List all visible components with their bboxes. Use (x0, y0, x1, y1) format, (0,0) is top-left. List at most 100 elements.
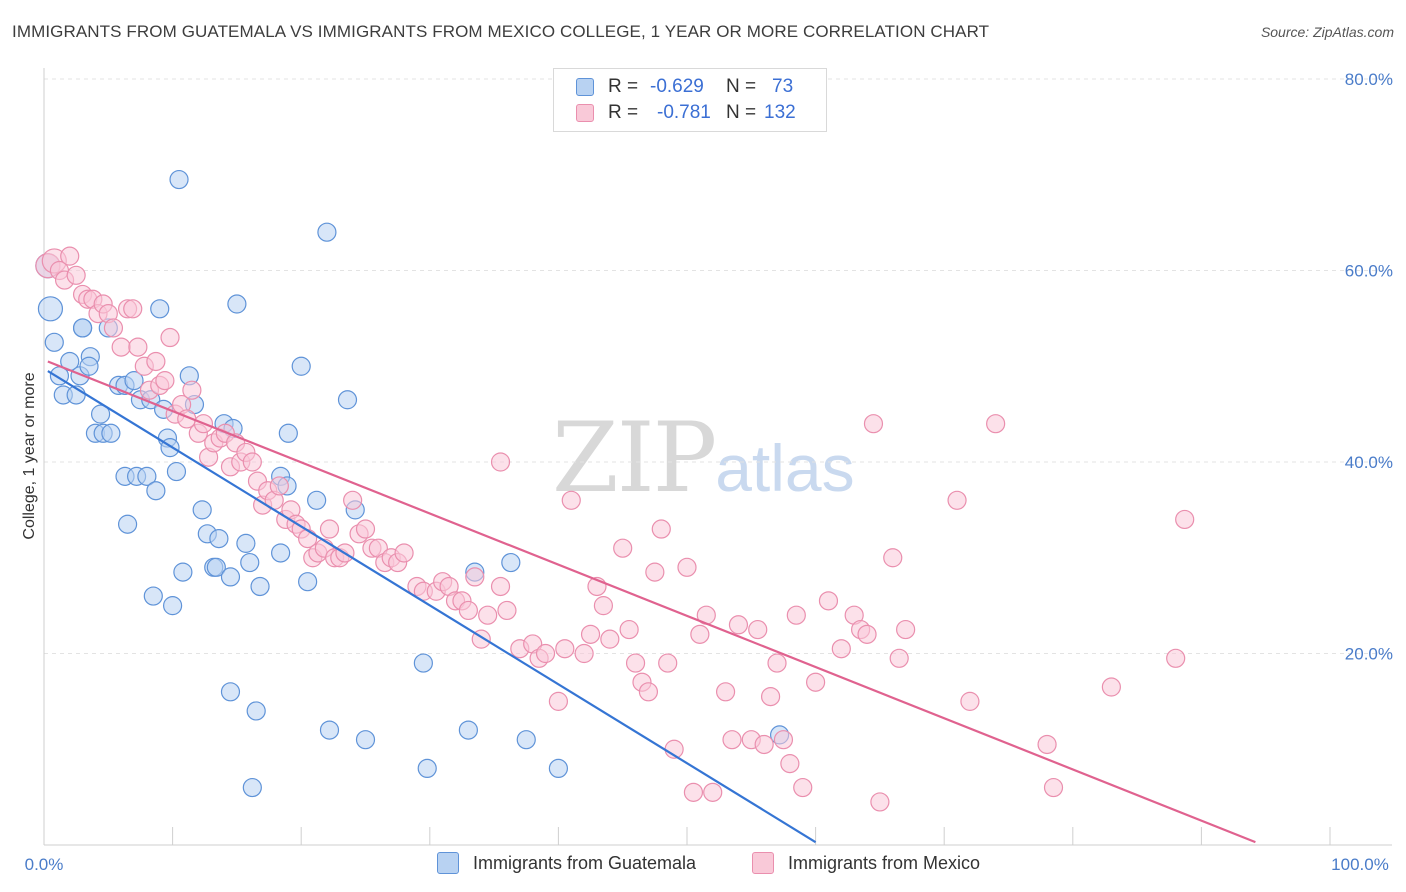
guatemala-point (166, 461, 187, 482)
mexico-point (947, 490, 967, 510)
guatemala-point (355, 730, 376, 750)
guatemala-point (317, 222, 337, 242)
mexico-point (574, 643, 594, 664)
mexico-point (715, 682, 736, 702)
mexico-point (818, 591, 839, 611)
guatemala-point (72, 318, 93, 338)
mexico-point (123, 299, 143, 319)
mexico-point (555, 639, 575, 659)
trend-lines (47, 360, 1256, 844)
mexico-point (1043, 777, 1064, 798)
mexico-point (146, 351, 166, 372)
guatemala-point (271, 543, 291, 563)
mexico-point (863, 414, 884, 434)
mexico-swatch (752, 852, 774, 874)
mexico-point (767, 653, 787, 673)
mexico-point (960, 691, 980, 711)
guatemala-point (209, 528, 229, 549)
y-tick-label: 40.0% (1345, 453, 1393, 472)
guatemala-point (548, 758, 569, 779)
legend-row-mexico: R = -0.781 N = 132 (576, 100, 796, 126)
guatemala-point (137, 466, 157, 486)
mexico-point (490, 576, 511, 597)
watermark-zip: ZIP (552, 402, 717, 514)
guatemala-point (90, 404, 111, 424)
guatemala-point (79, 356, 99, 376)
mexico-point (535, 643, 556, 664)
mexico-point (478, 605, 498, 625)
mexico-point (896, 619, 916, 640)
mexico-point (242, 452, 262, 472)
mexico-swatch (576, 104, 594, 122)
mexico-point (343, 490, 363, 510)
guatemala-point (173, 562, 193, 582)
trend-line-guatemala (47, 370, 817, 844)
mexico-point (754, 734, 774, 755)
mexico-point (683, 782, 704, 802)
mexico-point (60, 246, 80, 266)
source-credit: Source: ZipAtlas.com (1260, 24, 1394, 40)
mexico-point (600, 629, 620, 649)
mexico-point (889, 648, 909, 668)
mexico-point (651, 519, 671, 539)
mexico-point (613, 538, 633, 558)
guatemala-point (150, 299, 170, 319)
mexico-point (111, 337, 131, 357)
mexico-point (722, 730, 742, 750)
guatemala-point (501, 552, 521, 573)
axes (43, 68, 1392, 846)
mexico-point (497, 600, 517, 621)
x-tick-label-min: 0.0% (25, 855, 64, 874)
legend-item-guatemala: Immigrants from Guatemala (437, 852, 696, 874)
mexico-point (677, 557, 697, 577)
mexico-point (319, 519, 340, 539)
chart-title: IMMIGRANTS FROM GUATEMALA VS IMMIGRANTS … (12, 22, 990, 41)
mexico-point (1101, 677, 1121, 697)
watermark: ZIPatlas (552, 402, 855, 514)
guatemala-point (250, 576, 270, 597)
guatemala-point (37, 296, 64, 322)
mexico-point (1175, 509, 1195, 530)
mexico-point (645, 562, 665, 582)
trend-line-mexico (47, 360, 1256, 844)
mexico-point (786, 605, 806, 625)
guatemala-point (117, 514, 138, 534)
guatemala-point (242, 777, 262, 798)
guatemala-point (417, 758, 437, 779)
mexico-point (703, 782, 723, 802)
x-tick-label-max: 100.0% (1331, 855, 1389, 874)
mexico-point (182, 380, 202, 400)
legend-label: Immigrants from Guatemala (473, 852, 697, 873)
guatemala-point (246, 701, 266, 721)
r-value: -0.781 (657, 102, 711, 123)
n-value: 132 (764, 102, 796, 123)
legend-item-mexico: Immigrants from Mexico (752, 852, 980, 874)
guatemala-point (516, 730, 536, 750)
guatemala-point (146, 481, 166, 501)
mexico-point (103, 318, 124, 338)
correlation-legend: R = -0.629 N = 73 R = -0.781 N = 132 (553, 68, 827, 132)
series-mexico-points (35, 246, 1195, 812)
mexico-point (748, 619, 768, 640)
mexico-point (780, 754, 800, 774)
mexico-point (986, 414, 1006, 434)
guatemala-swatch (437, 852, 459, 874)
guatemala-point (192, 500, 212, 520)
guatemala-point (227, 294, 247, 314)
guatemala-point (206, 557, 226, 577)
series-guatemala-points (35, 169, 790, 798)
guatemala-point (413, 653, 433, 673)
mexico-point (625, 653, 646, 673)
mexico-point (1166, 648, 1186, 668)
mexico-point (394, 543, 414, 563)
mexico-point (269, 476, 289, 496)
mexico-point (870, 792, 890, 812)
tick-labels: 20.0% 40.0% 60.0% 80.0% 0.0% 100.0% (25, 70, 1393, 874)
mexico-point (561, 490, 581, 510)
guatemala-point (169, 169, 189, 190)
n-label: N = (726, 102, 757, 123)
y-tick-label: 20.0% (1345, 645, 1393, 664)
mexico-point (805, 672, 826, 692)
guatemala-swatch (576, 78, 594, 96)
